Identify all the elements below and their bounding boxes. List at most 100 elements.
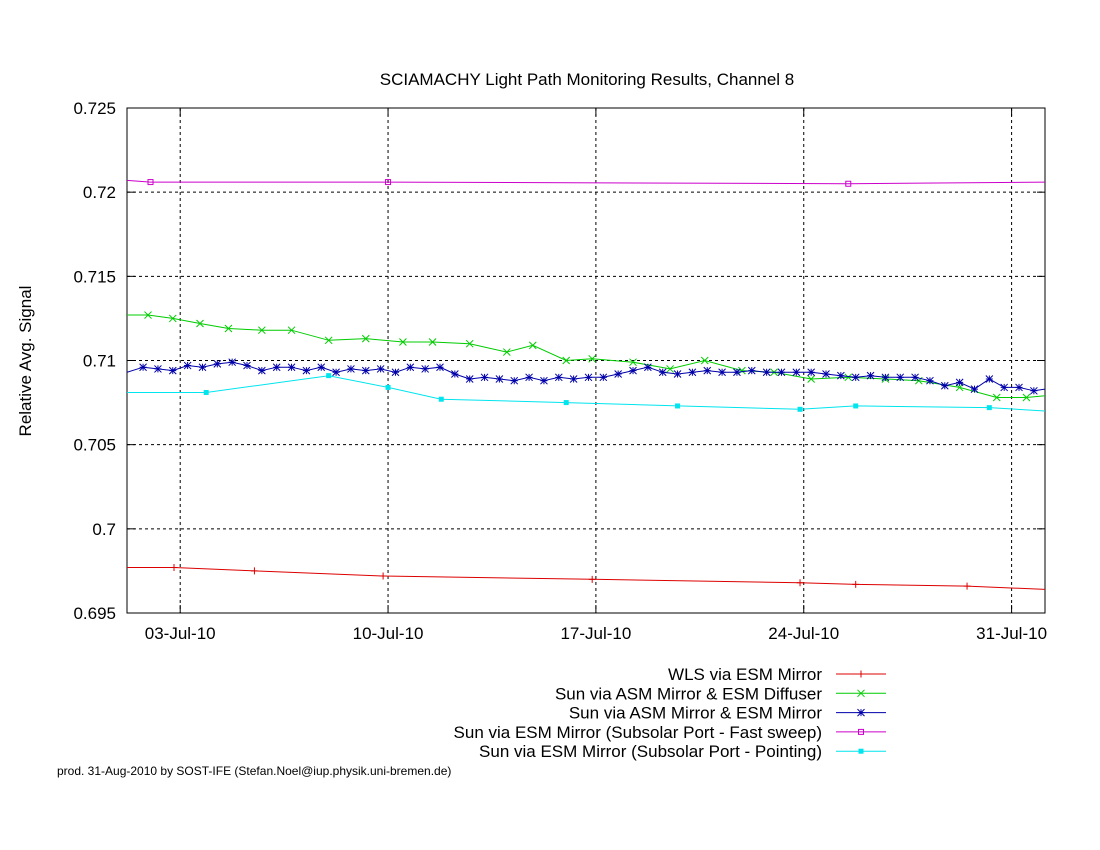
data-point bbox=[183, 361, 192, 370]
data-point bbox=[147, 179, 154, 186]
data-point bbox=[777, 368, 786, 377]
data-point bbox=[563, 400, 569, 406]
data-point bbox=[1030, 386, 1038, 395]
data-point bbox=[985, 375, 994, 383]
data-point bbox=[666, 365, 674, 373]
data-point bbox=[272, 363, 281, 372]
data-point bbox=[562, 356, 571, 365]
legend-label: Sun via ESM Mirror (Subsolar Port - Fast… bbox=[454, 723, 822, 742]
y-axis-label: Relative Avg. Signal bbox=[16, 286, 35, 437]
series-group bbox=[126, 179, 1046, 590]
data-point bbox=[844, 373, 853, 382]
series-1 bbox=[127, 564, 1046, 590]
data-point bbox=[391, 368, 400, 377]
data-point bbox=[675, 403, 681, 409]
data-point bbox=[379, 572, 387, 580]
x-tick-label: 31-Jul-10 bbox=[976, 624, 1047, 643]
data-point bbox=[465, 339, 474, 348]
y-tick-label: 0.725 bbox=[73, 99, 116, 118]
data-point bbox=[385, 384, 391, 390]
data-point bbox=[258, 366, 266, 375]
x-tick-label: 17-Jul-10 bbox=[560, 624, 631, 643]
series-2 bbox=[127, 311, 1046, 402]
data-point bbox=[144, 311, 152, 319]
data-point bbox=[540, 376, 548, 385]
data-point bbox=[614, 370, 623, 378]
data-point bbox=[881, 373, 890, 382]
data-point bbox=[733, 368, 741, 377]
data-point bbox=[926, 376, 934, 385]
data-point bbox=[480, 373, 489, 382]
data-point bbox=[1022, 393, 1031, 402]
series-3 bbox=[126, 358, 1046, 395]
data-point bbox=[703, 366, 712, 375]
data-point bbox=[324, 336, 333, 345]
data-point bbox=[1000, 383, 1009, 392]
legend-marker bbox=[857, 708, 865, 717]
data-point bbox=[718, 368, 726, 377]
data-point bbox=[747, 366, 756, 375]
data-point bbox=[911, 373, 919, 382]
data-point bbox=[528, 341, 537, 350]
data-point bbox=[599, 373, 608, 382]
x-tick-label: 24-Jul-10 bbox=[768, 624, 839, 643]
data-point bbox=[332, 368, 340, 377]
data-point bbox=[436, 363, 444, 372]
data-point bbox=[326, 373, 332, 379]
data-point bbox=[569, 375, 578, 383]
data-point bbox=[852, 580, 860, 588]
data-point bbox=[170, 564, 178, 572]
series-line bbox=[126, 361, 1046, 392]
data-point bbox=[243, 361, 251, 370]
data-point bbox=[438, 396, 444, 402]
series-line bbox=[127, 567, 1046, 590]
data-point bbox=[224, 324, 233, 333]
data-point bbox=[940, 381, 949, 390]
data-point bbox=[853, 403, 859, 409]
data-point bbox=[700, 356, 709, 365]
series-4 bbox=[126, 179, 1046, 187]
grid bbox=[127, 108, 1045, 613]
data-point bbox=[399, 338, 407, 346]
data-point bbox=[168, 366, 177, 375]
data-point bbox=[465, 375, 474, 383]
y-tick-label: 0.715 bbox=[73, 267, 116, 286]
data-point bbox=[1015, 383, 1023, 392]
legend-marker bbox=[858, 728, 864, 735]
data-point bbox=[851, 373, 860, 382]
y-tick-label: 0.7 bbox=[92, 520, 116, 539]
x-tick-label: 10-Jul-10 bbox=[353, 624, 424, 643]
series-5 bbox=[127, 373, 1046, 412]
data-point bbox=[629, 366, 637, 375]
data-point bbox=[510, 376, 519, 385]
data-point bbox=[644, 363, 652, 372]
data-point bbox=[658, 368, 667, 377]
data-point bbox=[807, 368, 816, 377]
data-point bbox=[796, 579, 804, 587]
data-point bbox=[139, 363, 147, 372]
data-point bbox=[584, 373, 593, 382]
data-point bbox=[302, 366, 311, 375]
y-tick-label: 0.705 bbox=[73, 436, 116, 455]
y-tick-label: 0.72 bbox=[83, 183, 116, 202]
data-point bbox=[495, 375, 504, 383]
data-point bbox=[198, 363, 207, 372]
data-point bbox=[213, 360, 222, 368]
data-point bbox=[986, 405, 992, 411]
data-point bbox=[588, 575, 596, 583]
legend-label: Sun via ASM Mirror & ESM Mirror bbox=[569, 704, 822, 723]
data-point bbox=[554, 373, 563, 382]
axes: 0.695 0.7 0.705 0.71 0.715 0.72 0.725 03-Jul-10… bbox=[73, 99, 1047, 643]
data-point bbox=[428, 338, 437, 346]
data-point bbox=[168, 314, 177, 323]
data-point bbox=[203, 389, 209, 395]
legend-marker bbox=[857, 689, 865, 698]
data-point bbox=[970, 385, 979, 393]
data-point bbox=[385, 179, 392, 186]
data-point bbox=[845, 180, 852, 187]
production-footer: prod. 31-Aug-2010 by SOST-IFE (Stefan.No… bbox=[57, 764, 452, 778]
x-tick-label: 03-Jul-10 bbox=[145, 624, 216, 643]
data-point bbox=[406, 363, 415, 372]
data-point bbox=[287, 363, 296, 372]
